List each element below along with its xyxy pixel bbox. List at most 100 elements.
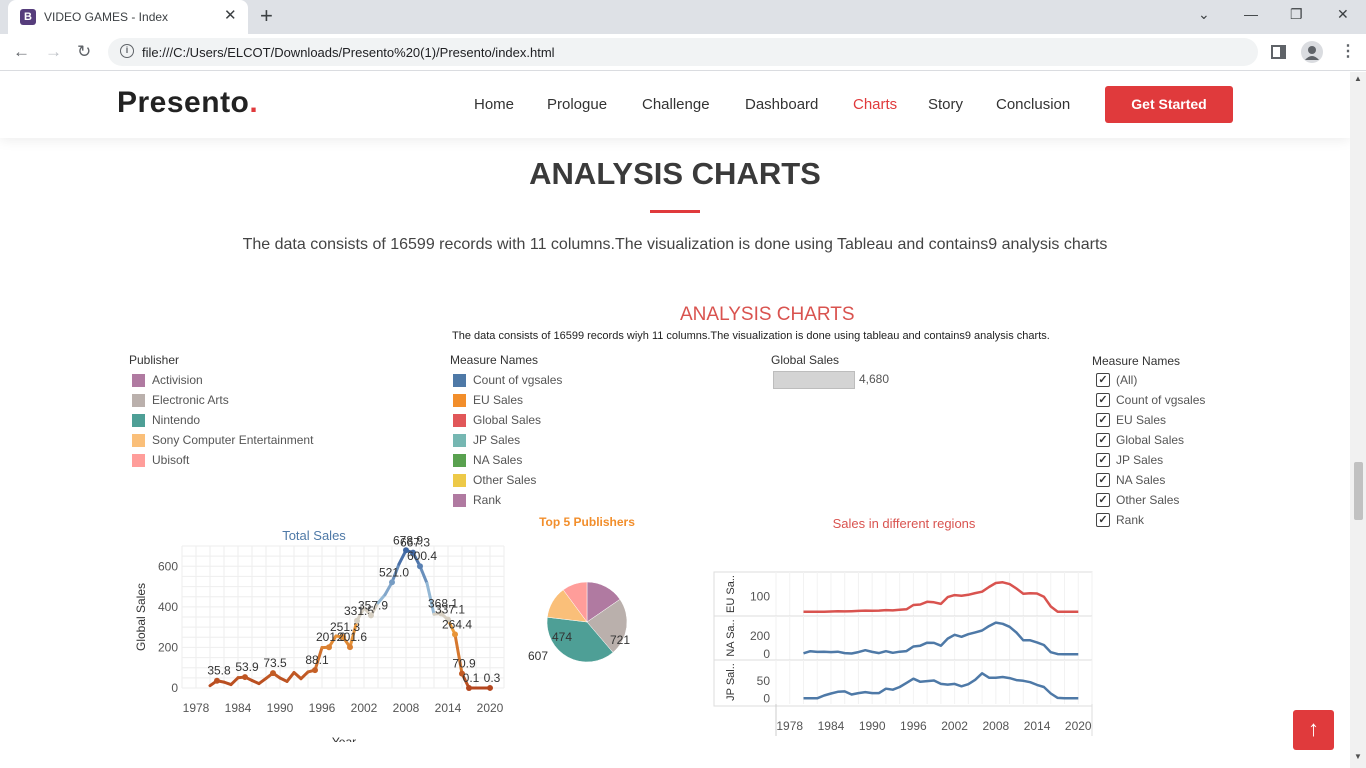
legend-label: Ubisoft	[152, 453, 190, 467]
measure-legend-item[interactable]: NA Sales	[453, 453, 673, 467]
scroll-up-icon[interactable]: ▲	[1354, 74, 1362, 83]
checkbox[interactable]: ✓	[1096, 373, 1110, 387]
nav-challenge[interactable]: Challenge	[642, 96, 710, 113]
checkbox-label: (All)	[1116, 373, 1138, 387]
checkbox[interactable]: ✓	[1096, 413, 1110, 427]
measure-filter-item[interactable]: ✓ Count of vgsales	[1096, 393, 1236, 407]
scroll-thumb[interactable]	[1354, 462, 1363, 520]
nav-prologue[interactable]: Prologue	[547, 96, 608, 113]
browser-menu-icon[interactable]: ⋮	[1340, 43, 1356, 60]
x-tick-label: 1978	[183, 701, 210, 715]
dashboard-title: ANALYSIS CHARTS	[680, 304, 855, 325]
global-sales-filter-title: Global Sales	[771, 353, 840, 367]
scroll-down-icon[interactable]: ▼	[1354, 752, 1362, 761]
publisher-legend-item[interactable]: Electronic Arts	[132, 393, 352, 407]
checkbox-label: Other Sales	[1116, 493, 1180, 507]
measure-filter-item[interactable]: ✓ NA Sales	[1096, 473, 1236, 487]
back-to-top-button[interactable]: ↑	[1293, 710, 1334, 750]
data-point	[214, 677, 220, 684]
section-title: ANALYSIS CHARTS	[529, 156, 821, 191]
data-label: 337.1	[435, 603, 465, 617]
x-tick-label: 1996	[309, 701, 336, 715]
checkbox[interactable]: ✓	[1096, 493, 1110, 507]
data-point	[270, 670, 276, 677]
line-segment	[292, 671, 303, 681]
publisher-legend-item[interactable]: Nintendo	[132, 413, 352, 427]
x-tick-label: 2020	[477, 701, 504, 715]
nav-charts[interactable]: Charts	[853, 96, 898, 113]
measure-filter-item[interactable]: ✓ Rank	[1096, 513, 1236, 527]
measure-legend-item[interactable]: Other Sales	[453, 473, 673, 487]
line-segment	[313, 646, 324, 672]
line-segment	[390, 562, 401, 584]
restore-icon[interactable]: ❐	[1290, 6, 1303, 22]
legend-swatch	[453, 374, 466, 387]
new-tab-icon[interactable]: +	[260, 3, 273, 28]
dashboard-subtitle: The data consists of 16599 records wiyh …	[452, 330, 1050, 342]
measure-filter-item[interactable]: ✓ (All)	[1096, 373, 1236, 387]
y-tick-label: 100	[750, 589, 770, 603]
y-tick-label: 200	[750, 629, 770, 643]
x-tick-label: 2008	[393, 701, 420, 715]
data-point	[403, 547, 409, 554]
data-label: 70.9	[452, 657, 476, 671]
logo-dot: .	[249, 86, 259, 119]
measure-legend-item[interactable]: Rank	[453, 493, 673, 507]
legend-label: Other Sales	[473, 473, 537, 487]
profile-avatar-icon[interactable]	[1301, 41, 1323, 63]
publisher-legend-title: Publisher	[129, 353, 180, 367]
y-tick-label: 400	[158, 600, 178, 614]
site-logo[interactable]: Presento.	[117, 86, 258, 120]
address-input[interactable]: i file:///C:/Users/ELCOT/Downloads/Prese…	[108, 38, 1258, 66]
measure-legend-item[interactable]: Count of vgsales	[453, 373, 673, 387]
checkbox[interactable]: ✓	[1096, 433, 1110, 447]
measure-filter-item[interactable]: ✓ Global Sales	[1096, 433, 1236, 447]
get-started-button[interactable]: Get Started	[1105, 86, 1233, 123]
publisher-legend-item[interactable]: Sony Computer Entertainment	[132, 433, 352, 447]
x-tick-label: 2014	[435, 701, 462, 715]
legend-swatch	[453, 394, 466, 407]
publisher-legend-item[interactable]: Ubisoft	[132, 453, 352, 467]
measure-legend-item[interactable]: JP Sales	[453, 433, 673, 447]
data-point	[347, 644, 353, 651]
side-panel-icon[interactable]	[1271, 45, 1286, 59]
checkbox[interactable]: ✓	[1096, 513, 1110, 527]
reload-icon[interactable]: ↻	[77, 42, 92, 61]
measure-filter-item[interactable]: ✓ EU Sales	[1096, 413, 1236, 427]
back-icon[interactable]: ←	[13, 42, 30, 61]
nav-dashboard[interactable]: Dashboard	[745, 96, 819, 113]
publisher-legend-item[interactable]: Activision	[132, 373, 352, 387]
close-tab-icon[interactable]: ✕	[224, 7, 237, 24]
close-window-icon[interactable]: ✕	[1337, 6, 1349, 22]
pie-slice	[586, 598, 628, 653]
checkbox-label: NA Sales	[1116, 473, 1166, 487]
y-tick-label: 200	[158, 640, 178, 654]
forward-icon[interactable]: →	[45, 42, 62, 61]
nav-story[interactable]: Story	[928, 96, 964, 113]
legend-label: Electronic Arts	[152, 393, 229, 407]
data-label: 600.4	[407, 549, 437, 563]
measure-filter-item[interactable]: ✓ Other Sales	[1096, 493, 1236, 507]
nav-conclusion[interactable]: Conclusion	[996, 96, 1071, 113]
measure-filter-item[interactable]: ✓ JP Sales	[1096, 453, 1236, 467]
tab-search-icon[interactable]: ⌄	[1198, 6, 1210, 22]
browser-tab[interactable]: B VIDEO GAMES - Index ✕	[8, 0, 248, 34]
chart-title: Top 5 Publishers	[539, 515, 635, 529]
minimize-icon[interactable]: —	[1244, 6, 1258, 22]
section-description: The data consists of 16599 records with …	[242, 236, 1108, 253]
global-sales-value: 4,680	[859, 372, 890, 386]
measure-legend-item[interactable]: EU Sales	[453, 393, 673, 407]
nav-home[interactable]: Home	[474, 96, 515, 113]
checkbox[interactable]: ✓	[1096, 453, 1110, 467]
y-tick-label: 0	[763, 691, 770, 705]
checkbox[interactable]: ✓	[1096, 393, 1110, 407]
series-axis-label: NA Sa..	[725, 619, 737, 656]
checkbox[interactable]: ✓	[1096, 473, 1110, 487]
legend-label: Sony Computer Entertainment	[152, 433, 314, 447]
x-tick-label: 1990	[859, 719, 886, 733]
global-sales-slider[interactable]	[773, 371, 855, 389]
page-scrollbar[interactable]: ▲ ▼	[1350, 72, 1366, 768]
data-label: 73.5	[263, 656, 287, 670]
site-info-icon[interactable]: i	[120, 44, 134, 58]
measure-legend-item[interactable]: Global Sales	[453, 413, 673, 427]
